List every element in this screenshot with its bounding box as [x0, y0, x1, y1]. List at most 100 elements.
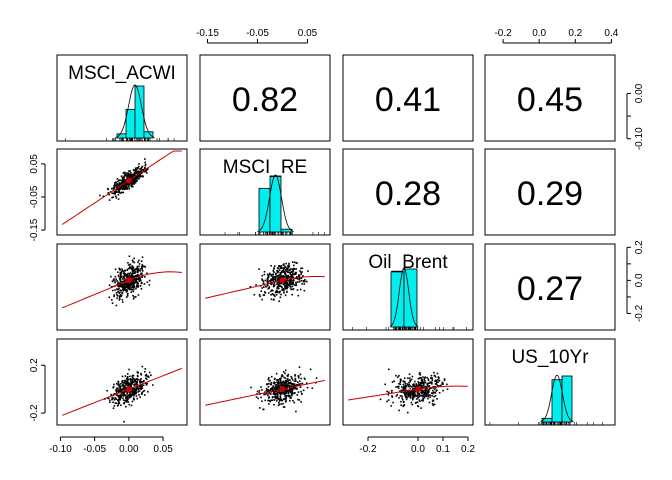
scatter-point — [120, 270, 123, 273]
scatter-point — [115, 390, 118, 393]
scatter-point — [291, 293, 293, 296]
scatter-point — [289, 276, 291, 278]
scatter-point — [417, 405, 420, 408]
scatter-point — [423, 396, 426, 399]
scatter-point — [111, 397, 113, 399]
scatter-point — [297, 294, 300, 297]
scatter-point — [411, 394, 414, 397]
scatter-point — [286, 283, 289, 286]
scatter-point — [130, 182, 133, 184]
scatter-point — [271, 289, 273, 291]
scatter-point — [277, 380, 280, 383]
scatter-point — [131, 267, 134, 269]
scatter-point — [133, 261, 136, 264]
scatter-point — [126, 182, 128, 185]
scatter-point — [419, 377, 421, 379]
scatter-point — [135, 179, 138, 182]
scatter-point — [424, 381, 427, 384]
scatter-point — [124, 273, 127, 275]
histogram-bar — [143, 131, 154, 139]
scatter-point — [130, 183, 133, 186]
scatter-point — [407, 384, 409, 386]
scatter-point — [278, 300, 280, 303]
scatter-point — [289, 281, 292, 284]
scatter-point — [126, 292, 129, 295]
scatter-point — [403, 377, 406, 380]
scatter-point — [299, 386, 302, 388]
scatter-point — [122, 181, 125, 184]
scatter-point — [289, 285, 291, 287]
scatter-point — [135, 168, 138, 171]
scatter-point — [119, 384, 121, 387]
scatter-point — [136, 274, 139, 276]
scatter-point — [379, 398, 382, 401]
scatter-point — [289, 269, 291, 271]
panel-frame-r0-c3 — [484, 54, 616, 142]
scatter-point — [270, 273, 273, 276]
scatter-point — [135, 277, 138, 279]
fit-line — [62, 367, 182, 416]
scatter-point — [144, 276, 146, 278]
scatter-point — [286, 285, 289, 288]
scatter-point — [300, 273, 303, 275]
scatter-point — [124, 394, 127, 396]
panel-frame-r1-c3 — [484, 148, 616, 236]
scatter-point — [142, 175, 144, 178]
scatter-point — [295, 281, 297, 284]
scatter-point — [116, 178, 119, 180]
scatter-point — [132, 294, 134, 297]
scatter-point — [281, 289, 284, 292]
scatter-point — [132, 389, 135, 391]
scatter-point — [124, 173, 126, 175]
scatter-point — [132, 297, 135, 300]
scatter-point — [135, 286, 138, 288]
scatter-point — [297, 278, 299, 280]
scatter-point — [122, 395, 125, 397]
scatter-point — [117, 189, 120, 191]
scatter-point — [119, 394, 122, 397]
scatter-point — [409, 385, 412, 387]
scatter-point — [273, 267, 275, 269]
scatter-point — [137, 171, 139, 173]
scatter-point — [438, 379, 441, 382]
scatter-point — [398, 409, 400, 412]
scatter-point — [301, 283, 303, 285]
scatter-point — [121, 286, 124, 289]
fit-line — [205, 276, 325, 299]
scatter-point — [418, 394, 421, 397]
scatter-point — [424, 392, 427, 395]
scatter-point — [141, 380, 144, 383]
scatter-point — [115, 389, 117, 391]
mean-point — [125, 386, 132, 393]
scatter-point — [296, 394, 299, 396]
scatter-point — [137, 268, 140, 270]
scatter-point — [291, 392, 294, 394]
scatter-point — [130, 284, 132, 286]
scatter-point — [117, 389, 120, 392]
scatter-point — [269, 280, 272, 283]
scatter-point — [138, 276, 141, 279]
scatter-point — [138, 274, 140, 277]
tick-label: 0.4 — [604, 28, 618, 39]
scatter-point — [133, 393, 136, 395]
scatter-point — [269, 400, 272, 403]
scatter-point — [118, 296, 121, 299]
scatter-point — [131, 377, 134, 379]
scatter-point — [112, 196, 114, 199]
scatter-point — [280, 275, 283, 277]
scatter-point — [125, 290, 128, 293]
scatter-point — [118, 287, 120, 289]
scatter-point — [295, 388, 297, 390]
scatter-point — [137, 261, 139, 263]
scatter-point — [128, 395, 130, 398]
scatter-point — [287, 385, 290, 387]
scatter-point — [143, 283, 146, 285]
scatter-point — [292, 392, 295, 395]
scatter-point — [129, 378, 131, 380]
scatter-point — [132, 269, 135, 271]
scatter-point — [137, 278, 139, 281]
scatter-point — [117, 404, 120, 406]
scatter-point — [274, 276, 277, 278]
scatter-point — [415, 383, 418, 385]
scatter-point — [114, 280, 116, 282]
